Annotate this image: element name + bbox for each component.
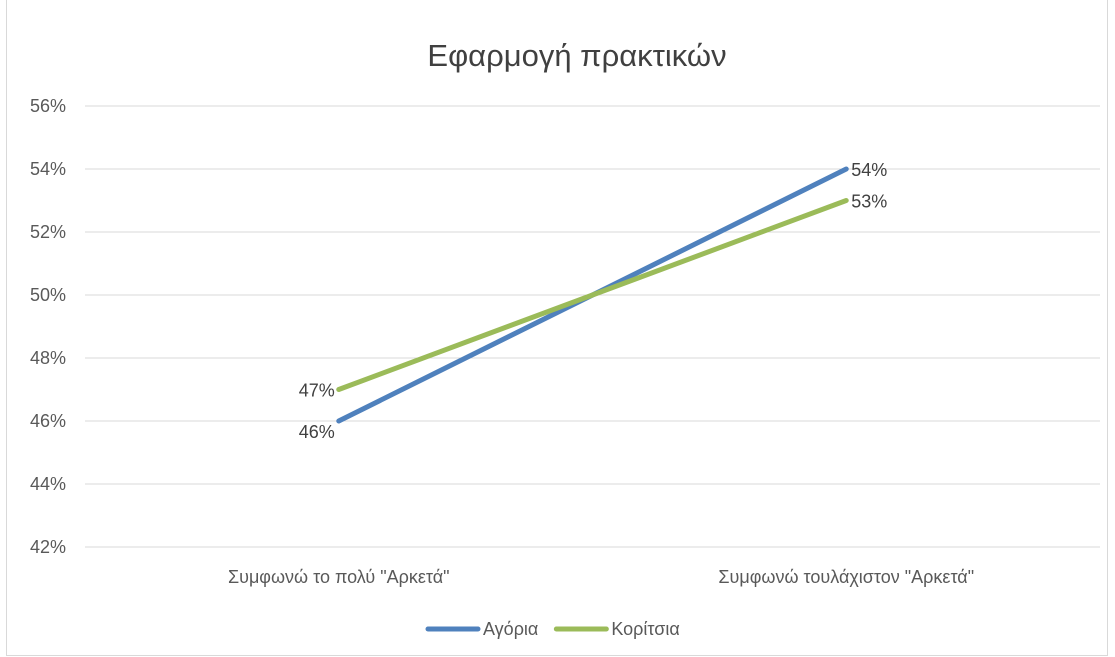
y-tick-label: 56% [30,96,66,116]
chart-title: Εφαρμογή πρακτικών [427,38,726,73]
legend: Αγόρια Κορίτσια [425,619,680,639]
series-line [336,198,849,392]
y-axis: 42% 44% 46% 48% 50% 52% 54% 56% [30,96,66,557]
x-tick-label: Συμφωνώ το πολύ "Αρκετά" [228,567,450,587]
gridlines [85,105,1100,548]
data-labels: 46% 54% 47% 53% [299,160,888,442]
y-tick-label: 52% [30,222,66,242]
y-tick-label: 46% [30,411,66,431]
y-tick-label: 54% [30,159,66,179]
y-tick-label: 48% [30,348,66,368]
legend-label: Κορίτσια [611,619,679,639]
series-lines [336,166,849,424]
y-tick-label: 50% [30,285,66,305]
x-tick-label: Συμφωνώ τουλάχιστον "Αρκετά" [718,567,974,587]
x-axis: Συμφωνώ το πολύ "Αρκετά" Συμφωνώ τουλάχισ… [228,567,974,587]
data-label: 53% [851,192,887,212]
y-tick-label: 44% [30,474,66,494]
legend-label: Αγόρια [483,619,538,639]
data-label: 46% [299,422,335,442]
y-tick-label: 42% [30,537,66,557]
data-label: 54% [851,160,887,180]
data-label: 47% [299,380,335,400]
